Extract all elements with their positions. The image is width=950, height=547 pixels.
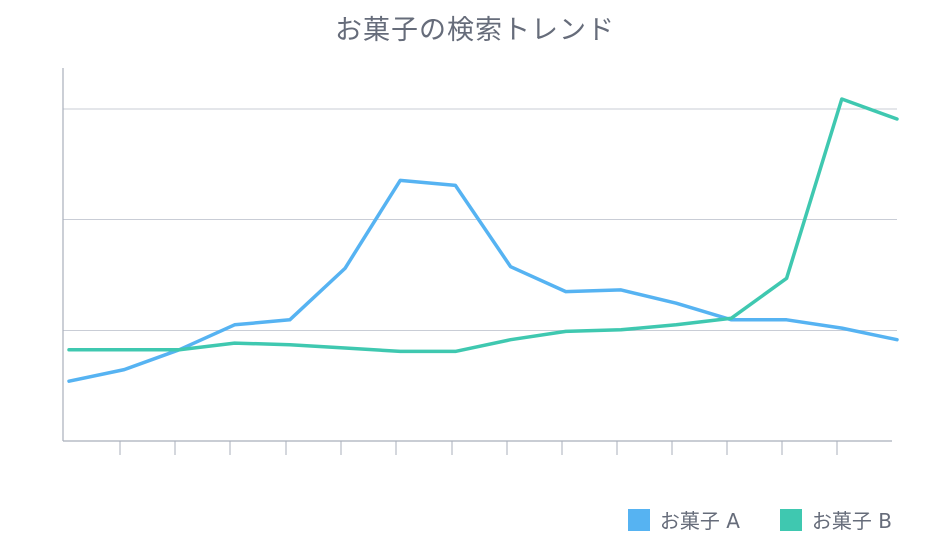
legend-item-b[interactable]: お菓子 B bbox=[779, 505, 892, 534]
series-line-1 bbox=[67, 97, 899, 354]
axes bbox=[62, 68, 892, 455]
chart-title: お菓子の検索トレンド bbox=[335, 15, 615, 46]
legend-item-a[interactable]: お菓子 A bbox=[627, 505, 740, 534]
series-lines bbox=[67, 97, 899, 383]
legend-label-a: お菓子 A bbox=[659, 509, 740, 533]
series-line-0 bbox=[67, 178, 899, 383]
legend-swatch-b bbox=[779, 508, 802, 531]
legend-swatch-a bbox=[627, 508, 650, 531]
legend: お菓子 A お菓子 B bbox=[627, 505, 892, 534]
legend-label-b: お菓子 B bbox=[811, 509, 892, 533]
